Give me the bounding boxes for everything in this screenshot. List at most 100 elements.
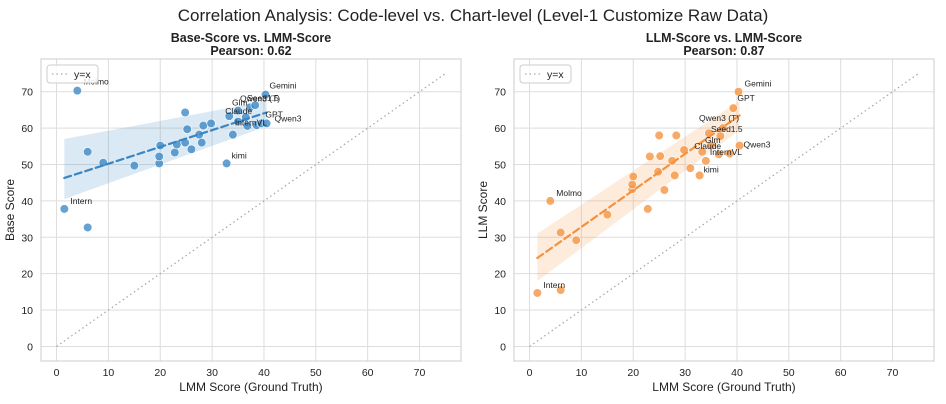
right-point [655, 151, 665, 161]
left-confidence-band [64, 100, 267, 200]
right-x-tick-label: 50 [783, 367, 795, 379]
right-point-intern [532, 288, 542, 298]
right-point-glm [706, 140, 716, 150]
left-point [182, 124, 192, 134]
right-point-label-intern: Intern [543, 280, 565, 290]
right-point-label-kimi: kimi [704, 164, 719, 174]
left-point-label-seed1-5: Seed1.5 [247, 93, 279, 103]
right-point [725, 149, 735, 159]
right-point-label-seed1-5: Seed1.5 [711, 124, 743, 134]
left-y-axis-label: Base Score [3, 179, 17, 241]
left-point-label-kimi: kimi [232, 150, 247, 160]
right-point [671, 130, 681, 141]
left-point-label-internvl: InternVL [235, 118, 267, 128]
left-x-tick-label: 50 [310, 367, 322, 379]
right-point-kimi [695, 170, 705, 181]
right-point-claude [697, 147, 707, 157]
left-x-tick-label: 70 [414, 367, 426, 379]
left-point [83, 222, 93, 233]
left-x-tick-label: 60 [362, 367, 374, 379]
right-point [627, 179, 637, 190]
right-confidence-band [537, 100, 740, 281]
right-point [556, 227, 566, 238]
right-point [643, 204, 653, 214]
right-x-tick-label: 20 [627, 367, 639, 379]
left-point-label-claude: Claude [225, 106, 252, 116]
left-y-tick-label: 20 [21, 269, 33, 281]
left-point [154, 151, 164, 162]
right-point [571, 235, 581, 245]
right-panel-subtitle: Pearson: 0.87 [683, 44, 764, 58]
left-x-tick-label: 20 [154, 367, 166, 379]
left-plot-frame [40, 58, 462, 362]
left-point-claude [224, 111, 234, 121]
right-point-gpt [728, 103, 738, 113]
left-x-tick-label: 40 [258, 367, 270, 379]
right-plot-area [514, 59, 934, 361]
left-point-qwen3 [261, 118, 272, 129]
right-x-axis-label: LMM Score (Ground Truth) [652, 380, 795, 394]
left-point-gemini [260, 90, 271, 100]
right-point [645, 151, 655, 162]
right-point [628, 171, 638, 182]
left-y-tick-label: 30 [21, 232, 33, 244]
left-y-tick-label: 60 [21, 123, 33, 135]
right-panel: 0 10 20 30 40 50 60 70 0 10 20 30 40 50 60 70 LLM-Score … [476, 31, 935, 394]
left-point-glm [233, 106, 243, 116]
left-x-tick-label: 10 [103, 367, 115, 379]
left-point [186, 144, 196, 154]
right-point [685, 163, 695, 173]
left-y-tick-label: 0 [27, 341, 33, 353]
left-point-label-intern: Intern [70, 196, 92, 206]
left-point [180, 107, 190, 118]
left-point-seed1-5 [250, 100, 260, 110]
right-point-internvl [701, 156, 711, 166]
left-regression-line [63, 111, 268, 180]
left-point [198, 120, 208, 131]
left-x-tick-label: 0 [54, 367, 60, 379]
right-x-tick-label: 60 [835, 367, 847, 379]
left-point-molmo [72, 86, 82, 96]
left-panel-title: Base-Score vs. LMM-Score [171, 31, 332, 45]
right-point-label-internvl: InternVL [710, 147, 742, 157]
right-point-label-molmo: Molmo [556, 188, 582, 198]
left-panel: 0 10 20 30 40 50 60 70 0 10 20 30 40 50 60 70 Base-Score… [3, 31, 462, 394]
left-y-tick-label: 50 [21, 160, 33, 172]
left-point-label-qwen3: Qwen3 [275, 113, 302, 123]
right-legend-box [519, 64, 572, 84]
left-point-intern [59, 204, 69, 214]
right-y-tick-label: 10 [494, 305, 506, 317]
right-point-qwen3 [734, 140, 745, 151]
right-plot-frame [513, 58, 935, 362]
right-regression-line [536, 114, 741, 260]
left-y-tick-label: 10 [21, 305, 33, 317]
left-point-label-gemini: Gemini [270, 81, 297, 91]
left-legend-box [46, 64, 99, 84]
left-legend-label: y=x [74, 69, 91, 81]
left-y-tick-label: 40 [21, 196, 33, 208]
right-y-tick-label: 50 [494, 160, 506, 172]
left-point-kimi [222, 158, 232, 169]
right-x-tick-label: 70 [887, 367, 899, 379]
figure-title: Correlation Analysis: Code-level vs. Cha… [178, 6, 769, 25]
right-point [556, 285, 566, 295]
right-x-tick-label: 10 [576, 367, 588, 379]
left-y-tick-label: 70 [21, 87, 33, 99]
right-x-tick-label: 40 [731, 367, 743, 379]
right-point-label-gemini: Gemini [745, 79, 772, 89]
left-point-internvl [228, 130, 238, 140]
left-x-tick-label: 30 [206, 367, 218, 379]
right-point-label-claude: Claude [694, 141, 721, 151]
right-legend-label: y=x [547, 69, 564, 81]
left-x-axis-label: LMM Score (Ground Truth) [179, 380, 322, 394]
right-y-tick-label: 40 [494, 196, 506, 208]
left-point [242, 121, 252, 131]
right-point-label-glm: Glm [705, 135, 721, 145]
right-point-label-gpt: GPT [737, 93, 754, 103]
right-point-gemini [733, 87, 744, 97]
left-point [197, 138, 207, 148]
right-panel-title: LLM-Score vs. LMM-Score [646, 31, 802, 45]
right-point-molmo [545, 196, 555, 206]
right-x-tick-label: 0 [527, 367, 533, 379]
